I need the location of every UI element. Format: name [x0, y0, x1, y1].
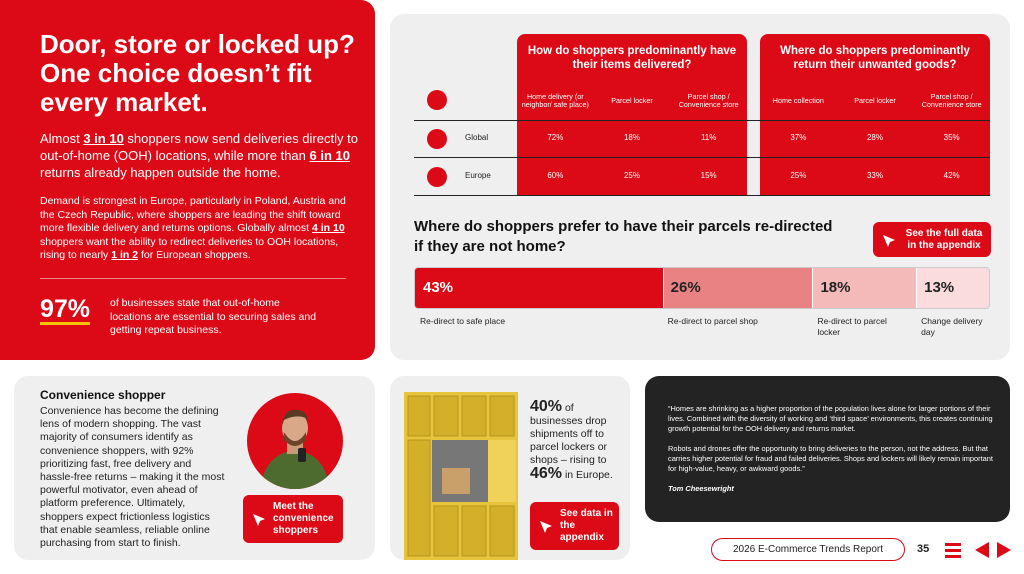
- row-label: Global: [465, 133, 489, 142]
- convenience-heading: Convenience shopper: [40, 388, 166, 402]
- value-label: 26%: [670, 279, 701, 296]
- cursor-icon: [540, 521, 552, 533]
- stat-value: 97%: [40, 295, 91, 325]
- column-heading: Parcel shop / Convenience store: [921, 91, 982, 109]
- cell: 25%: [790, 170, 807, 180]
- locker-illustration: [404, 392, 518, 560]
- cell: 25%: [623, 170, 640, 180]
- highlight: 3 in 10: [83, 131, 124, 146]
- text: for European shoppers.: [138, 249, 251, 261]
- text: of businesses drop shipments off to parc…: [530, 402, 608, 466]
- cell: 11%: [700, 133, 717, 142]
- group-heading: Where do shoppers predominantly return t…: [780, 45, 970, 71]
- convenience-button[interactable]: Meet the convenience shoppers: [243, 495, 343, 543]
- stat: 40%: [530, 398, 563, 415]
- column-heading: Parcel locker: [854, 95, 896, 105]
- cursor-icon: [253, 514, 265, 526]
- button-label: Meet the convenience shoppers: [273, 501, 334, 536]
- locker-text: 40% of businesses drop shipments off to …: [530, 398, 625, 482]
- bar-segment: [415, 268, 663, 308]
- column-heading: Home collection: [772, 95, 824, 105]
- cell: 35%: [943, 133, 960, 142]
- quote-paragraph: “Homes are shrinking as a higher proport…: [668, 404, 993, 433]
- icon: [427, 166, 447, 187]
- hero-title: Door, store or locked up? One choice doe…: [40, 29, 355, 117]
- row-rule: [414, 120, 990, 121]
- button-label: See data in the appendix: [560, 508, 613, 543]
- table-group: [760, 34, 990, 195]
- category-label: Re-direct to parcel shop: [667, 316, 758, 326]
- body: Demand is strongest in Europe, particula…: [40, 195, 352, 263]
- text: shoppers want the ability to redirect de…: [40, 235, 339, 262]
- group-heading: How do shoppers predominantly have their…: [527, 45, 737, 71]
- text: returns already happen outside the home.: [40, 165, 281, 180]
- cursor-icon: [883, 234, 895, 247]
- text: Demand is strongest in Europe, particula…: [40, 195, 346, 234]
- row-rule: [414, 157, 990, 158]
- quote-author: Tom Cheesewright: [668, 484, 734, 493]
- column-heading: Home delivery (or neighbor/ safe place): [521, 91, 589, 109]
- row-rule: [414, 195, 990, 196]
- lead: Almost 3 in 10 shoppers now send deliver…: [40, 130, 360, 181]
- cell: 33%: [866, 170, 883, 180]
- value-label: 43%: [423, 279, 454, 296]
- report-name: 2026 E-Commerce Trends Report: [732, 544, 884, 555]
- cell: 72%: [547, 133, 564, 142]
- row-label: Europe: [465, 170, 491, 180]
- text: in Europe.: [562, 469, 613, 481]
- stat: 46%: [530, 465, 563, 482]
- nav-icons[interactable]: [943, 539, 1015, 561]
- column-heading: Parcel shop / Convenience store: [678, 91, 739, 109]
- highlight: 6 in 10: [309, 148, 350, 163]
- hero-panel: [0, 0, 375, 360]
- highlight: 1 in 2: [111, 249, 139, 261]
- cell: 15%: [700, 170, 717, 180]
- cell: 28%: [866, 133, 883, 142]
- shopper-photo: [247, 393, 343, 489]
- chart-title: Where do shoppers prefer to have their p…: [414, 218, 833, 255]
- icon: [427, 90, 447, 110]
- quote-paragraph: Robots and drones offer the opportunity …: [668, 444, 993, 473]
- bar-segment: [916, 268, 989, 308]
- divider: [40, 278, 346, 279]
- value-label: 13%: [924, 279, 955, 296]
- column-heading: Parcel locker: [611, 95, 653, 105]
- category-label: Re-direct to parcel locker: [817, 316, 887, 337]
- locker-button[interactable]: See data in the appendix: [530, 502, 619, 550]
- value-label: 18%: [820, 279, 851, 296]
- icon: [427, 129, 447, 149]
- quote-panel: [645, 376, 1010, 522]
- bar-segment: [812, 268, 917, 308]
- category-label: Re-direct to safe place: [420, 316, 506, 326]
- highlight: 4 in 10: [311, 222, 345, 234]
- table-group: [517, 34, 747, 195]
- report-pill[interactable]: 2026 E-Commerce Trends Report: [711, 538, 905, 561]
- text: shoppers now send deliveries directly to…: [40, 131, 358, 163]
- cell: 37%: [790, 133, 807, 142]
- text: Almost: [40, 131, 84, 146]
- bar-segment: [662, 268, 813, 308]
- category-label: Change delivery day: [921, 316, 983, 337]
- convenience-text: Convenience has become the defining lens…: [40, 405, 225, 550]
- appendix-button[interactable]: See the full data in the appendix: [873, 222, 991, 257]
- stacked-bar: 43% 26% 18% 13%: [414, 267, 990, 309]
- page-number: 35: [917, 543, 930, 555]
- quote: “Homes are shrinking as a higher proport…: [668, 404, 998, 494]
- cell: 42%: [943, 170, 960, 180]
- button-label: See the full data in the appendix: [905, 227, 983, 251]
- stat-text: of businesses state that out-of-home loc…: [110, 297, 317, 336]
- cell: 60%: [547, 170, 564, 180]
- cell: 18%: [623, 133, 640, 142]
